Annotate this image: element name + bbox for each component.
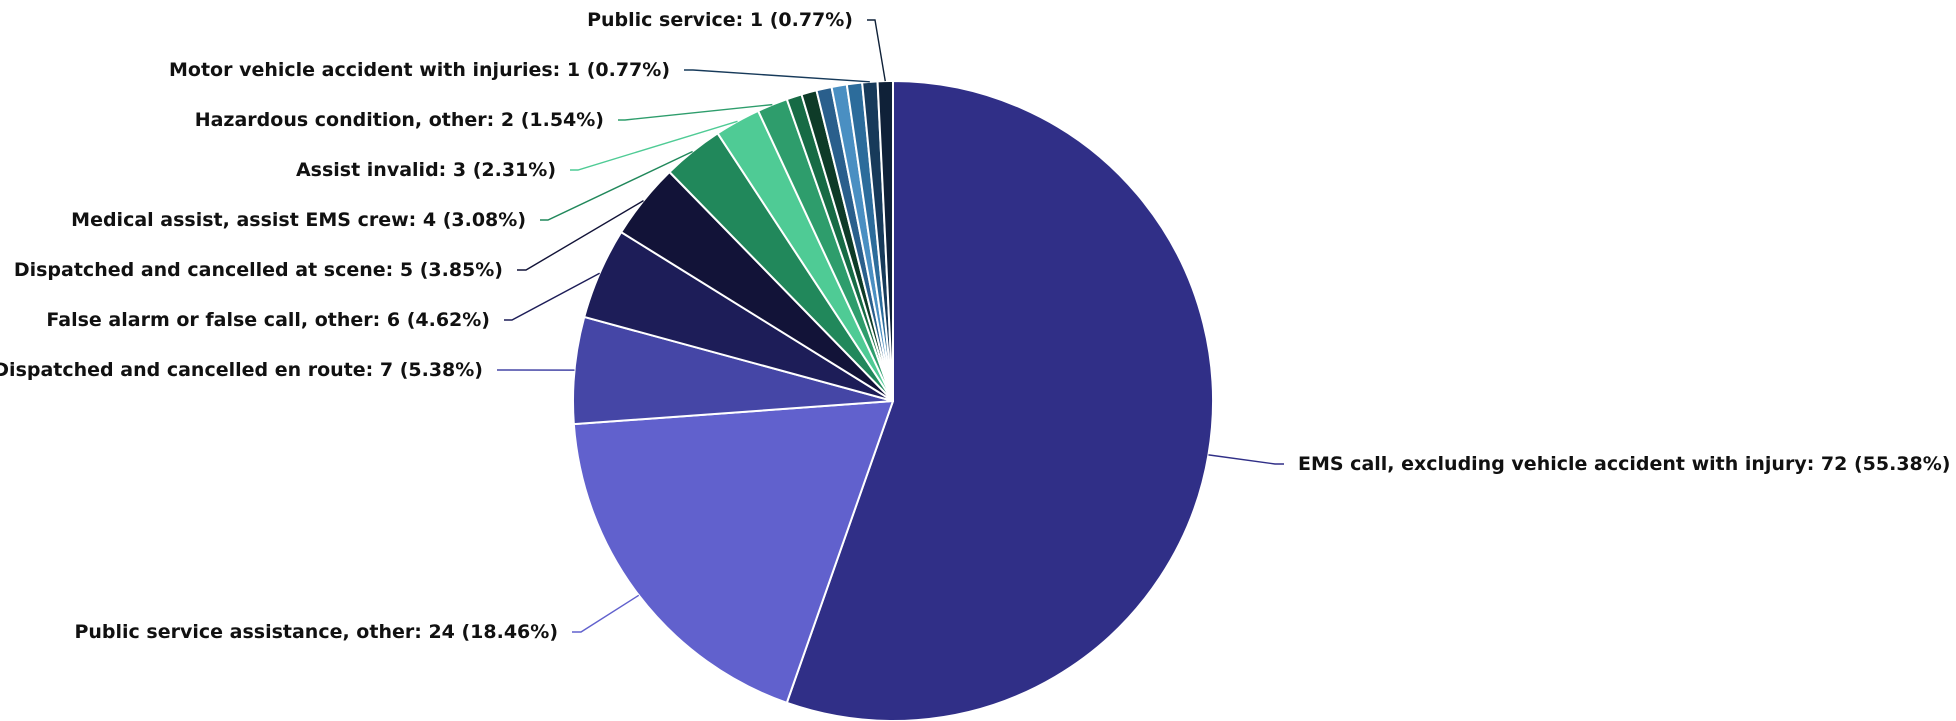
leader-line xyxy=(572,594,640,633)
pie-slices xyxy=(572,80,1214,721)
leader-line xyxy=(618,103,773,121)
leader-line xyxy=(517,200,644,271)
slice-labels: EMS call, excluding vehicle accident wit… xyxy=(0,9,1950,643)
pie-slice[interactable] xyxy=(572,400,894,704)
leader-line xyxy=(540,150,693,221)
leader-line xyxy=(1208,454,1284,465)
slice-label: False alarm or false call, other: 6 (4.6… xyxy=(46,309,490,331)
pie-slice[interactable] xyxy=(876,80,894,402)
slice-label: Dispatched and cancelled at scene: 5 (3.… xyxy=(14,259,503,281)
slice-label: EMS call, excluding vehicle accident wit… xyxy=(1298,453,1950,475)
leader-lines xyxy=(497,19,1284,633)
leader-line xyxy=(867,19,886,82)
slice-label: Dispatched and cancelled en route: 7 (5.… xyxy=(0,359,483,381)
slice-label: Assist invalid: 3 (2.31%) xyxy=(296,159,556,181)
slice-label: Hazardous condition, other: 2 (1.54%) xyxy=(195,109,604,131)
slice-label: Public service assistance, other: 24 (18… xyxy=(74,621,558,643)
leader-line xyxy=(504,272,600,321)
slice-label: Motor vehicle accident with injuries: 1 … xyxy=(169,59,670,81)
slice-label: Medical assist, assist EMS crew: 4 (3.08… xyxy=(71,209,526,231)
leader-line xyxy=(570,120,738,171)
slice-label: Public service: 1 (0.77%) xyxy=(587,9,853,31)
leader-line xyxy=(684,69,870,83)
